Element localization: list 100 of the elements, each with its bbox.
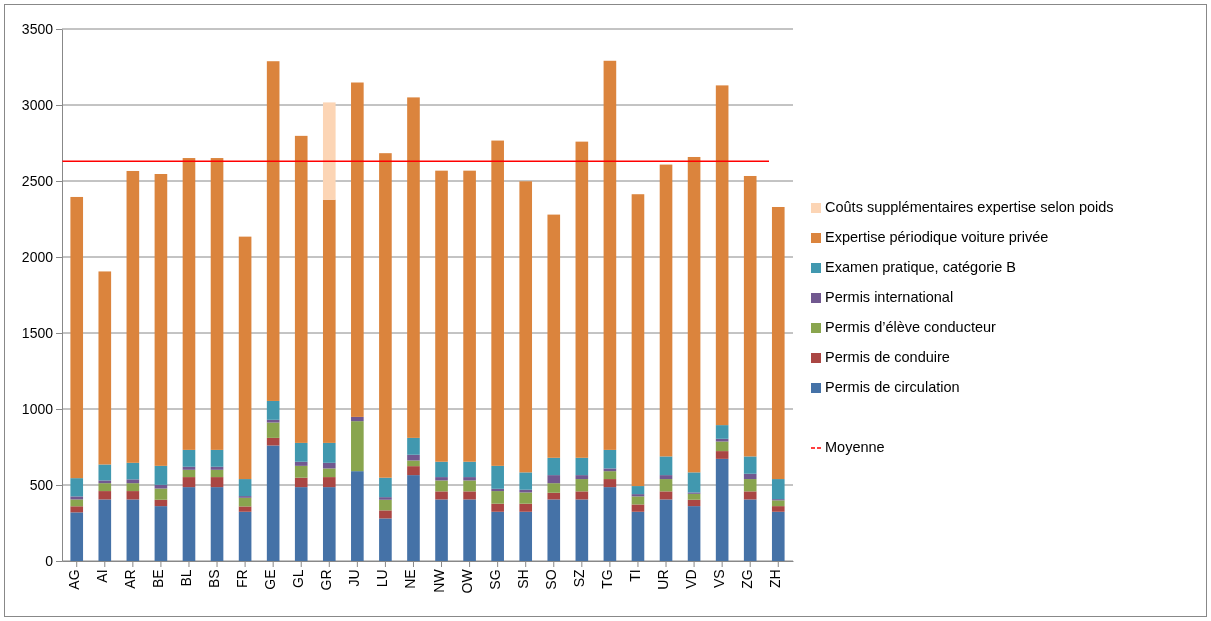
bar [182, 449, 196, 467]
legend-label: Examen pratique, catégorie B [825, 259, 1017, 275]
x-tick-label: NW [430, 568, 447, 593]
bar [294, 135, 308, 443]
bar [715, 438, 729, 442]
bar [210, 477, 224, 488]
bar [322, 199, 336, 443]
bar [491, 488, 504, 492]
y-tick-label: 3000 [21, 96, 54, 113]
bar [659, 456, 673, 476]
bar [547, 475, 561, 484]
x-tick-label: SO [542, 569, 559, 590]
bar [603, 479, 617, 488]
x-tick-label: BE [149, 569, 166, 589]
bar [603, 449, 617, 469]
bar [294, 461, 308, 466]
bar [547, 214, 561, 458]
bar [771, 506, 785, 512]
x-tick-label: GR [318, 569, 335, 591]
bar [98, 464, 112, 481]
bar [463, 491, 476, 500]
x-tick-label: GL [290, 569, 307, 589]
bar [407, 97, 420, 438]
legend-label: Expertise périodique voiture privée [825, 229, 1049, 245]
bar [351, 421, 364, 472]
y-tick-label: 2000 [21, 248, 54, 265]
bar [743, 473, 757, 480]
x-tick-label: VD [683, 569, 700, 589]
bar [547, 499, 561, 561]
bar [126, 479, 140, 484]
bar [210, 487, 224, 561]
x-tick-label: NE [402, 569, 419, 589]
bar [771, 500, 785, 507]
bar [743, 491, 757, 500]
bar [659, 475, 673, 480]
x-tick-label: BS [206, 569, 223, 589]
x-tick-label: AI [93, 569, 110, 583]
bar [126, 170, 140, 463]
bar [407, 466, 420, 476]
bar [659, 491, 673, 500]
bar [435, 499, 448, 561]
bar [575, 491, 589, 500]
bar [70, 496, 84, 500]
bar [407, 475, 420, 561]
bar [351, 416, 364, 422]
bar [491, 511, 504, 561]
bar [743, 456, 757, 474]
x-tick-label: SH [514, 569, 531, 589]
bar [715, 451, 729, 459]
bar [407, 437, 420, 455]
bar [631, 511, 645, 561]
bar [631, 496, 645, 505]
y-tick-label: 3500 [21, 20, 54, 37]
y-tick-label: 1000 [21, 400, 54, 417]
x-tick-label: AR [121, 569, 138, 589]
bar [575, 141, 589, 458]
bar [379, 510, 392, 519]
legend-label: Permis de circulation [825, 379, 960, 395]
bar [435, 170, 448, 462]
bar [435, 477, 448, 481]
bar [266, 422, 280, 438]
bar [575, 457, 589, 476]
bar [294, 477, 308, 488]
bar [210, 158, 224, 450]
x-tick-label: SG [486, 569, 503, 590]
bar [266, 400, 280, 420]
bar [70, 512, 84, 561]
bar [491, 503, 504, 512]
bar [238, 479, 252, 497]
bar [70, 499, 84, 507]
bar [463, 170, 476, 462]
bar [182, 477, 196, 488]
legend-label: Coûts supplémentaires expertise selon poids [825, 199, 1114, 215]
y-tick-label: 2500 [21, 172, 54, 189]
bar [603, 471, 617, 480]
bar [687, 493, 701, 500]
bar [519, 492, 533, 504]
bar [70, 478, 84, 497]
x-tick-label: SZ [570, 568, 587, 588]
bar [435, 461, 448, 478]
bar [126, 462, 140, 480]
x-tick-label: GE [262, 569, 279, 590]
bar [659, 164, 673, 457]
bar [743, 175, 757, 457]
bar [659, 479, 673, 492]
bar [743, 499, 757, 561]
bar [379, 477, 392, 498]
bar [98, 483, 112, 492]
bar [603, 60, 617, 450]
bar [126, 483, 140, 492]
bar [266, 419, 280, 423]
bar [519, 472, 533, 490]
bar [715, 425, 729, 439]
bar [575, 479, 589, 492]
bar [154, 506, 168, 561]
bar [631, 504, 645, 512]
bar [519, 511, 533, 561]
bar [294, 442, 308, 462]
bar [715, 458, 729, 561]
bar [631, 194, 645, 487]
